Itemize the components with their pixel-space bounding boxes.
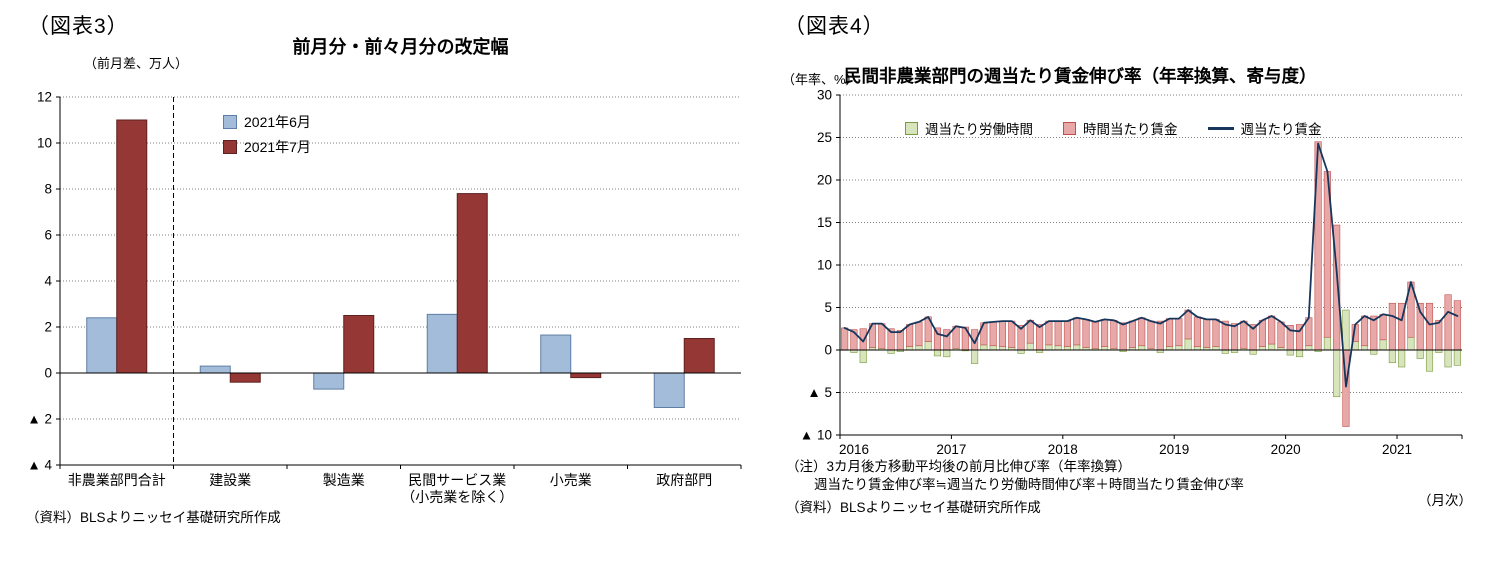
fig4-legend-item-weekly-wage: 週当たり賃金 <box>1207 118 1322 138</box>
svg-text:政府部門: 政府部門 <box>656 472 712 488</box>
svg-text:2019: 2019 <box>1159 442 1189 457</box>
svg-text:4: 4 <box>44 274 52 289</box>
fig4-frequency-label: （月次） <box>1418 493 1472 508</box>
svg-text:民間サービス業: 民間サービス業 <box>408 472 506 488</box>
fig4-note-2: 週当たり賃金伸び率≒週当たり労働時間伸び率＋時間当たり賃金伸び率 <box>814 477 1244 492</box>
svg-text:2: 2 <box>44 320 52 335</box>
fig3-source-note: （資料）BLSよりニッセイ基礎研究所作成 <box>26 510 281 525</box>
fig4-legend: 週当たり労働時間 時間当たり賃金 週当たり賃金 <box>905 118 1352 138</box>
fig3-legend-item-july: 2021年7月 <box>223 137 311 157</box>
svg-text:製造業: 製造業 <box>323 472 365 488</box>
fig4-title: 民間非農業部門の週当たり賃金伸び率（年率換算、寄与度） <box>844 66 1317 86</box>
svg-text:2020: 2020 <box>1271 442 1301 457</box>
svg-text:小売業: 小売業 <box>550 472 592 488</box>
july-series-swatch-icon <box>223 140 237 154</box>
svg-text:2018: 2018 <box>1048 442 1078 457</box>
hourly-wage-series-swatch-icon <box>1063 121 1076 135</box>
figure-4-tag: （図表4） <box>784 15 885 38</box>
fig4-note-1: （注）3カ月後方移動平均後の前月比伸び率（年率換算） <box>786 459 1132 474</box>
svg-text:2016: 2016 <box>839 442 869 457</box>
fig4-legend-label-hourly-wage: 時間当たり賃金 <box>1083 122 1178 137</box>
fig4-stacked-chart-canvas: ▲ 10 ▲ 5 0 5 10 15 20 25 30 2016 2017 2018 2019 2020 2… <box>800 88 1463 457</box>
svg-text:10: 10 <box>37 136 52 151</box>
svg-text:25: 25 <box>817 130 832 145</box>
figure-3-tag: （図表3） <box>28 15 129 38</box>
svg-text:（小売業を除く）: （小売業を除く） <box>401 489 513 505</box>
svg-text:0: 0 <box>824 343 832 358</box>
svg-text:▲ 4: ▲ 4 <box>27 458 52 473</box>
svg-text:2017: 2017 <box>936 442 966 457</box>
svg-text:2021: 2021 <box>1382 442 1412 457</box>
svg-text:12: 12 <box>37 90 52 105</box>
svg-text:▲ 5: ▲ 5 <box>807 385 832 400</box>
fig4-legend-item-hours: 週当たり労働時間 <box>905 118 1033 138</box>
svg-text:▲ 2: ▲ 2 <box>27 412 52 427</box>
svg-text:15: 15 <box>817 215 832 230</box>
figure-3-panel: （図表3） （前月差、万人） 前月分・前々月分の改定幅 ▲ 4 ▲ 2 0 2 4 6 8 1… <box>18 0 763 561</box>
svg-text:6: 6 <box>44 228 52 243</box>
fig4-source-note: （資料）BLSよりニッセイ基礎研究所作成 <box>786 500 1041 515</box>
svg-text:▲ 10: ▲ 10 <box>800 428 832 443</box>
svg-text:10: 10 <box>817 258 832 273</box>
fig3-bar-chart-canvas: ▲ 4 ▲ 2 0 2 4 6 8 10 12 非農業部門合計 建設業 製造業 民間サービス業（小売業を… <box>27 90 742 505</box>
hours-series-swatch-icon <box>905 121 918 135</box>
svg-text:5: 5 <box>824 300 832 315</box>
svg-text:20: 20 <box>817 173 832 188</box>
fig3-unit-label: （前月差、万人） <box>84 56 189 71</box>
fig4-unit-label: （年率、%） <box>782 72 859 87</box>
fig4-legend-label-hours: 週当たり労働時間 <box>925 122 1033 137</box>
svg-text:非農業部門合計: 非農業部門合計 <box>68 472 166 488</box>
fig3-legend-label-july: 2021年7月 <box>244 139 311 155</box>
fig3-legend-label-june: 2021年6月 <box>244 114 311 130</box>
svg-text:建設業: 建設業 <box>209 472 251 488</box>
figure-4-panel: （図表4） （年率、%） 民間非農業部門の週当たり賃金伸び率（年率換算、寄与度）… <box>770 0 1508 561</box>
fig3-title: 前月分・前々月分の改定幅 <box>292 37 509 57</box>
svg-text:0: 0 <box>44 366 52 381</box>
svg-text:8: 8 <box>44 182 52 197</box>
fig4-legend-label-weekly-wage: 週当たり賃金 <box>1240 122 1322 137</box>
svg-text:30: 30 <box>817 88 832 103</box>
june-series-swatch-icon <box>223 115 237 129</box>
weekly-wage-line-swatch-icon <box>1207 126 1234 130</box>
fig3-legend-item-june: 2021年6月 <box>223 112 311 132</box>
fig4-legend-item-hourly-wage: 時間当たり賃金 <box>1063 118 1178 138</box>
fig3-legend: 2021年6月 2021年7月 <box>223 112 311 162</box>
